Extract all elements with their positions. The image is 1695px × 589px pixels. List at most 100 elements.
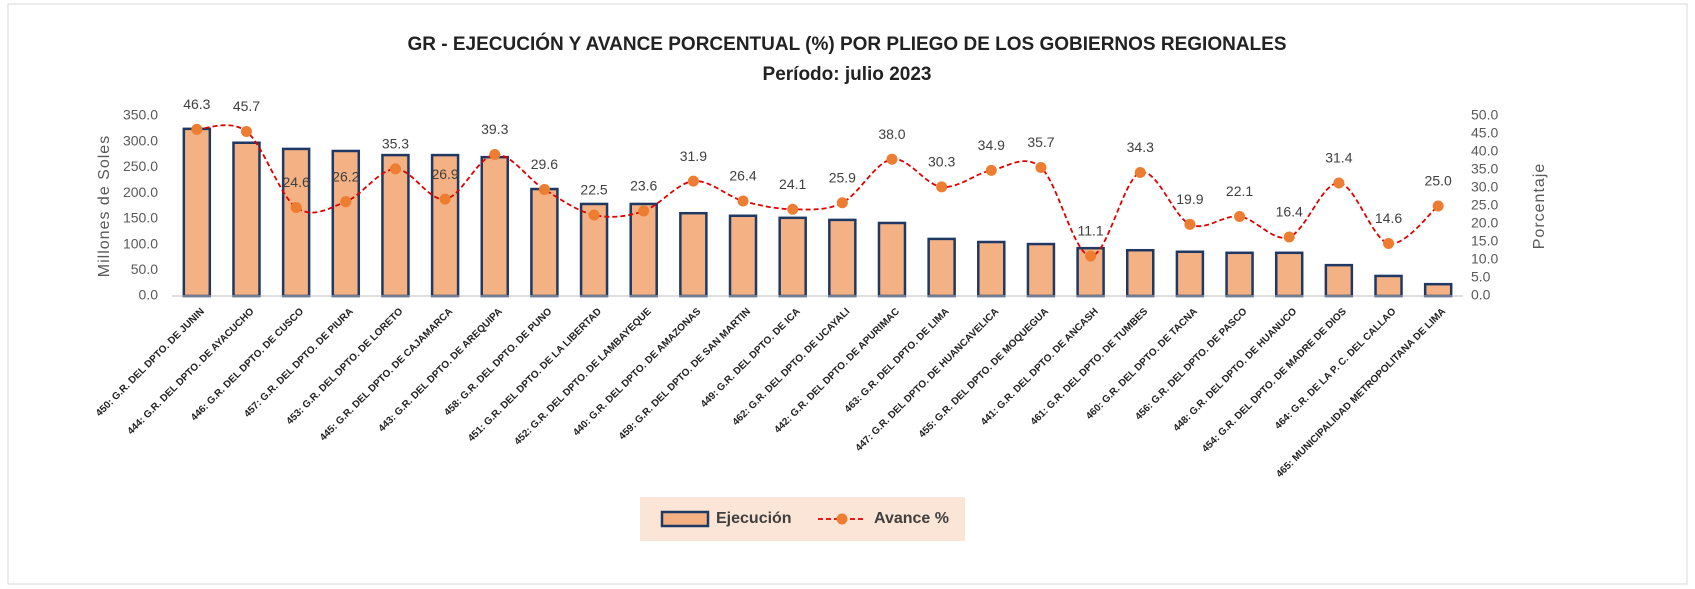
bar — [430, 153, 460, 298]
y-tick-label: 200.0 — [123, 184, 158, 200]
data-label: 14.6 — [1375, 210, 1402, 226]
bar — [1076, 246, 1105, 298]
data-label: 23.6 — [630, 178, 657, 194]
data-label: 26.4 — [729, 168, 756, 184]
chart-title: GR - EJECUCIÓN Y AVANCE PORCENTUAL (%) P… — [407, 33, 1286, 55]
data-label: 22.1 — [1226, 183, 1253, 199]
marker — [787, 203, 799, 215]
bar — [480, 155, 509, 298]
data-label: 19.9 — [1176, 191, 1203, 207]
y2-tick-label: 5.0 — [1471, 269, 1491, 285]
bar — [1324, 263, 1354, 298]
marker — [389, 163, 401, 175]
bar — [728, 214, 758, 298]
marker — [191, 123, 203, 135]
marker — [737, 195, 749, 207]
marker — [1035, 161, 1047, 173]
y2-tick-label: 10.0 — [1471, 251, 1498, 267]
y-tick-label: 350.0 — [123, 107, 158, 123]
data-label: 11.1 — [1077, 223, 1103, 239]
marker — [439, 193, 451, 205]
bar — [927, 237, 956, 298]
marker — [1383, 237, 1395, 249]
legend-label: Ejecución — [716, 510, 792, 527]
bar — [877, 221, 907, 298]
bar — [331, 149, 361, 298]
y2-tick-label: 0.0 — [1471, 287, 1491, 303]
data-label: 30.3 — [928, 154, 955, 170]
y2-tick-label: 50.0 — [1471, 107, 1498, 123]
marker — [985, 164, 997, 176]
data-label: 31.9 — [680, 148, 707, 164]
y-tick-label: 250.0 — [123, 158, 158, 174]
marker — [886, 153, 898, 165]
marker — [1432, 200, 1444, 212]
data-label: 35.7 — [1027, 134, 1054, 150]
y-tick-label: 150.0 — [123, 210, 158, 226]
bar — [281, 147, 311, 298]
y2-tick-label: 35.0 — [1471, 161, 1498, 177]
legend-swatch — [660, 510, 710, 528]
marker — [588, 209, 600, 221]
marker — [489, 149, 501, 161]
bar — [1374, 274, 1403, 298]
data-label: 22.5 — [580, 182, 607, 198]
data-label: 16.4 — [1276, 204, 1303, 220]
bar — [1274, 251, 1304, 298]
y-tick-label: 300.0 — [123, 132, 158, 148]
bar — [1126, 248, 1155, 298]
y-tick-label: 100.0 — [123, 235, 158, 251]
bar — [778, 216, 807, 298]
marker — [1333, 177, 1345, 189]
data-label: 35.3 — [382, 136, 409, 152]
y2-tick-label: 25.0 — [1471, 197, 1498, 213]
bar — [629, 202, 658, 298]
marker — [538, 183, 550, 195]
marker — [340, 196, 352, 208]
legend-marker — [836, 513, 848, 525]
marker — [687, 175, 699, 187]
bar — [232, 141, 261, 298]
bar — [977, 240, 1006, 298]
marker — [936, 181, 948, 193]
bar — [1423, 282, 1453, 298]
y2-tick-label: 40.0 — [1471, 143, 1498, 159]
marker — [638, 205, 650, 217]
bar — [381, 153, 410, 298]
data-label: 34.3 — [1127, 139, 1154, 155]
bar — [530, 187, 559, 298]
y-axis-label: Millones de Soles — [96, 135, 113, 277]
data-label: 34.9 — [978, 137, 1005, 153]
chart-subtitle: Período: julio 2023 — [763, 64, 932, 85]
y-tick-label: 50.0 — [131, 261, 158, 277]
marker — [290, 201, 302, 213]
data-label: 24.1 — [779, 176, 806, 192]
marker — [1184, 218, 1196, 230]
data-label: 39.3 — [481, 121, 508, 137]
marker — [836, 197, 848, 209]
marker — [240, 125, 252, 137]
y-tick-label: 0.0 — [139, 287, 159, 303]
y2-axis-label: Porcentaje — [1531, 163, 1548, 250]
bar — [1175, 250, 1205, 298]
data-label: 46.3 — [183, 96, 210, 112]
data-label: 45.7 — [233, 98, 260, 114]
y2-tick-label: 45.0 — [1471, 125, 1498, 141]
marker — [1283, 231, 1295, 243]
legend-label: Avance % — [874, 510, 949, 527]
bar — [679, 211, 708, 298]
bar — [1225, 251, 1254, 298]
data-label: 25.0 — [1425, 173, 1452, 189]
marker — [1134, 167, 1146, 179]
data-label: 38.0 — [878, 126, 905, 142]
bar — [182, 127, 212, 298]
y2-tick-label: 30.0 — [1471, 179, 1498, 195]
bar — [1026, 242, 1056, 298]
data-label: 25.9 — [829, 169, 856, 185]
y2-tick-label: 15.0 — [1471, 233, 1498, 249]
data-label: 24.6 — [283, 174, 310, 190]
data-label: 31.4 — [1325, 150, 1352, 166]
bar — [828, 218, 857, 298]
data-label: 29.6 — [531, 156, 558, 172]
